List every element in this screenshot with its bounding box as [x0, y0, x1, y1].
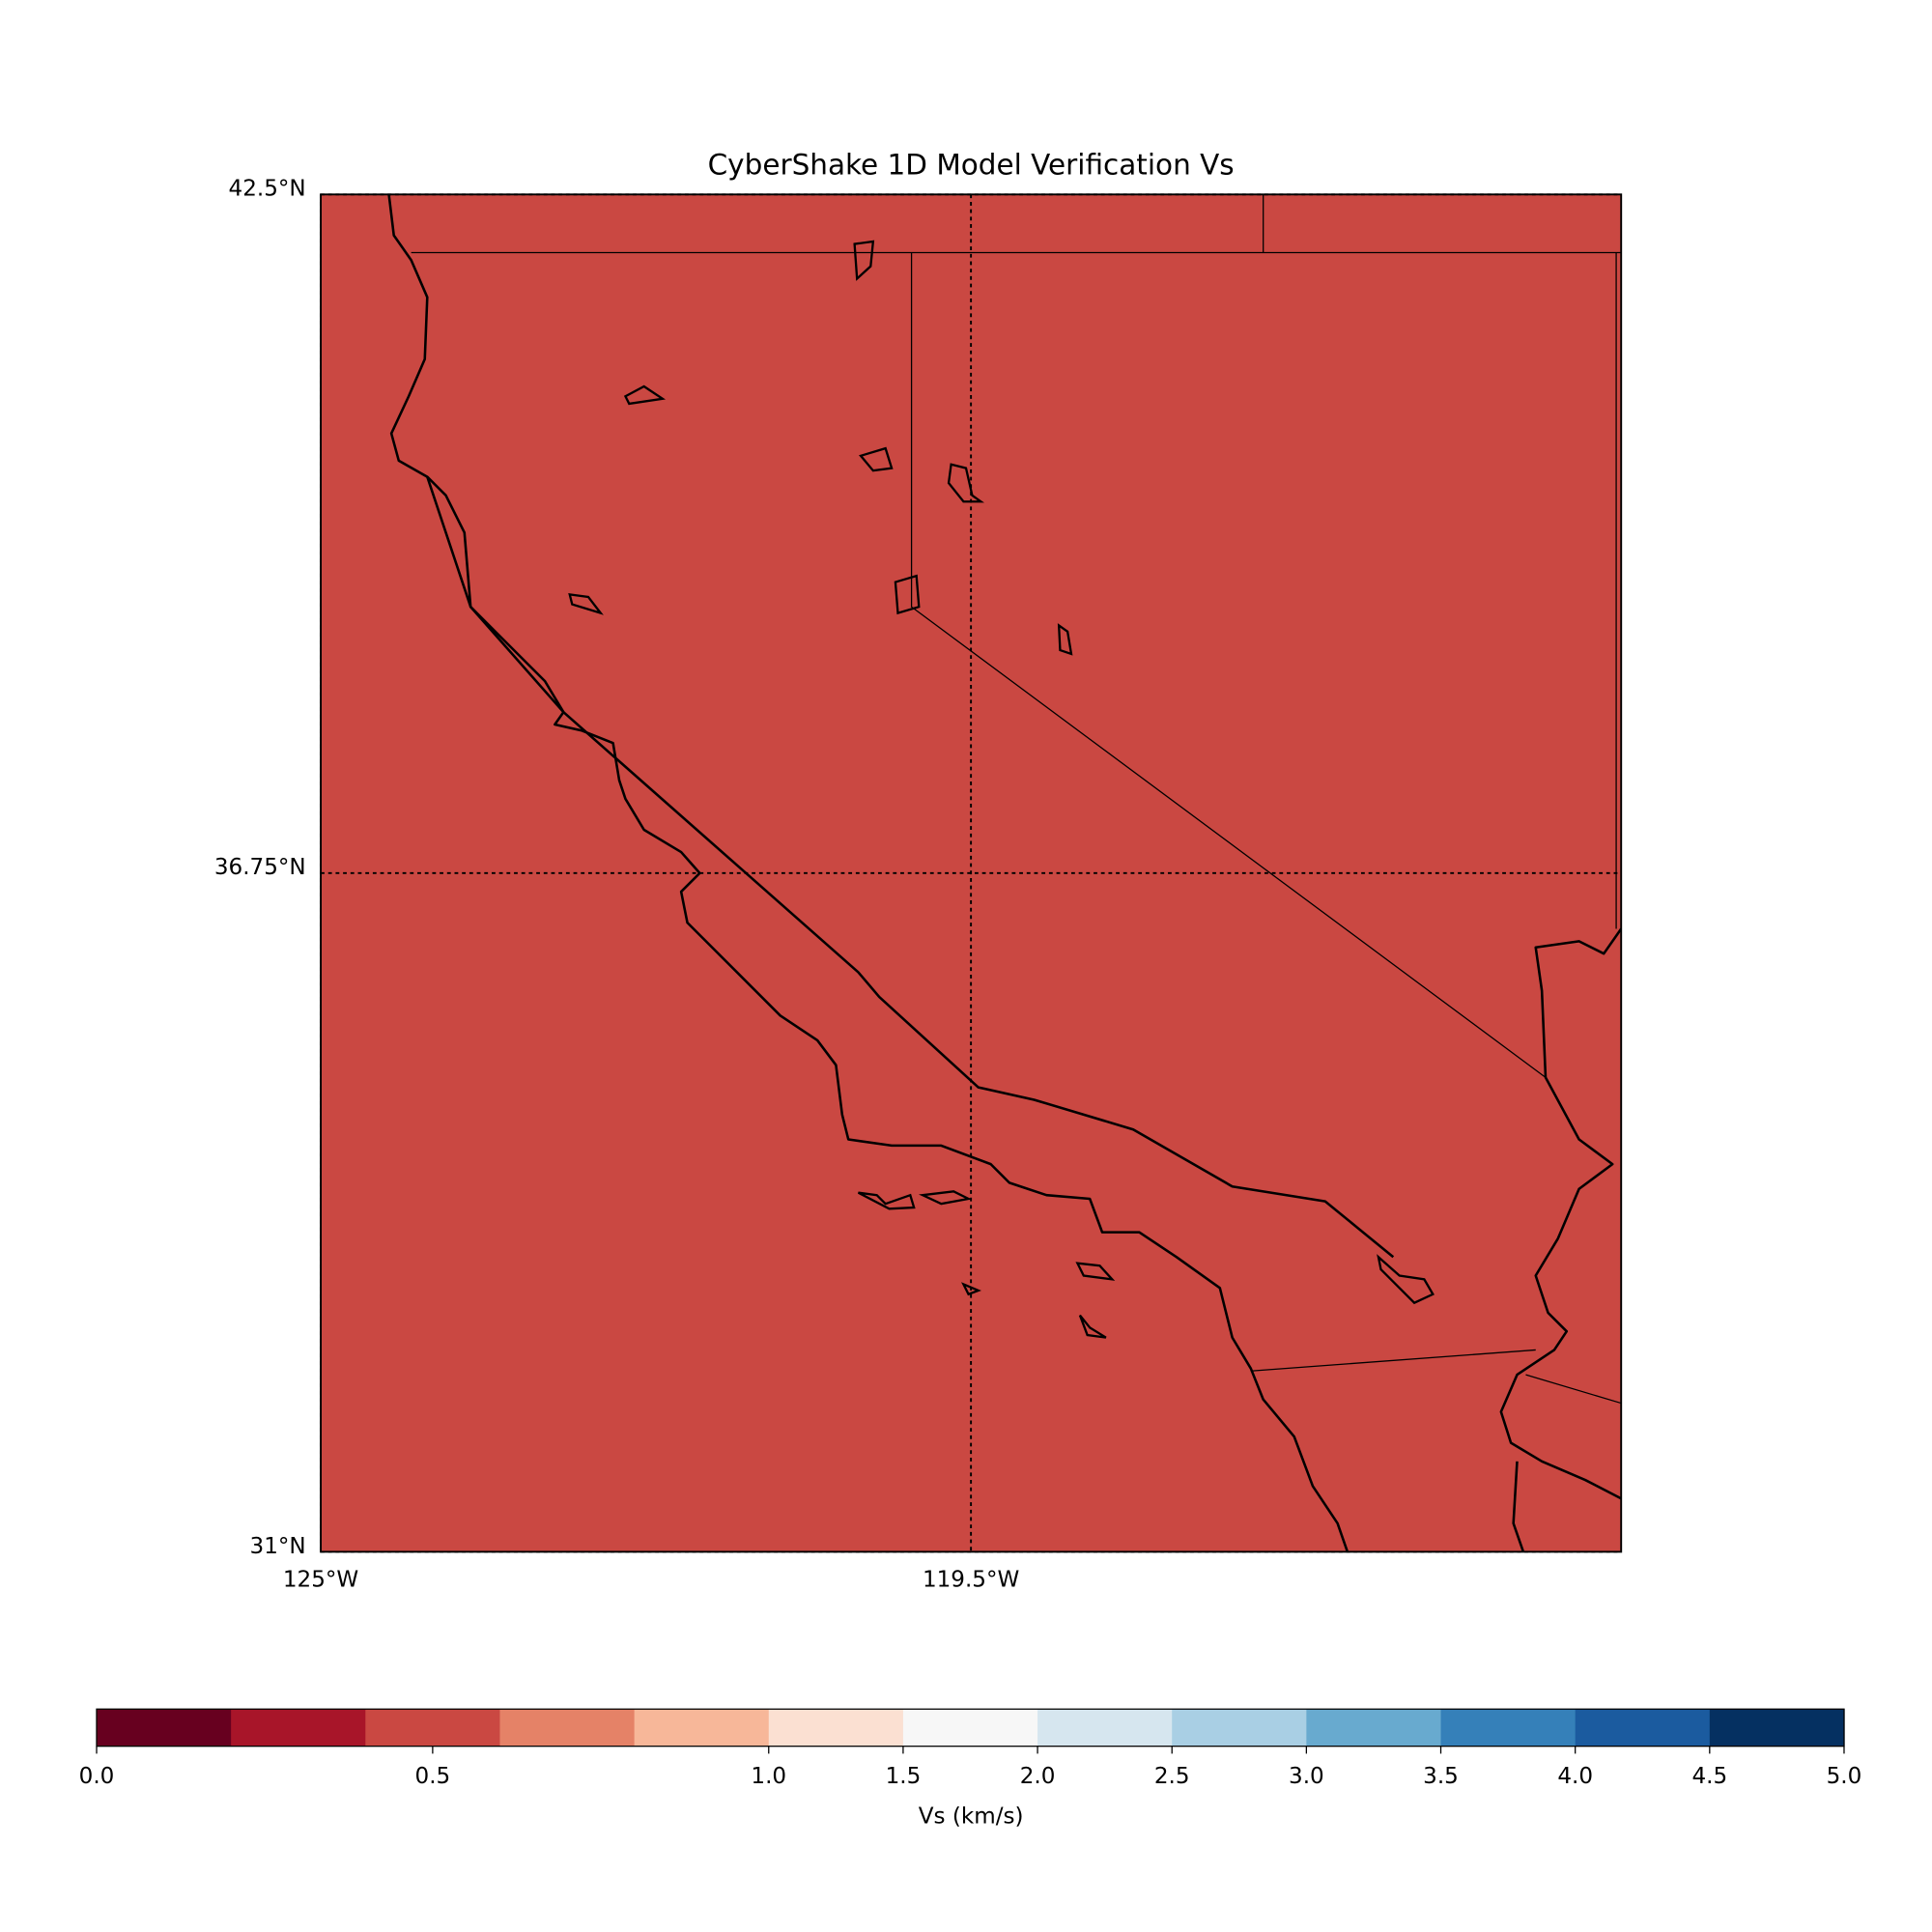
colorbar-bin	[97, 1709, 232, 1747]
colorbar-tick-label: 5.0	[1827, 1764, 1862, 1789]
fault-line	[426, 476, 1395, 1259]
colorbar-label: Vs (km/s)	[919, 1804, 1024, 1829]
colorbar-tick-label: 3.5	[1423, 1764, 1459, 1789]
island	[857, 1190, 1116, 1339]
coastline	[1512, 1461, 1525, 1552]
colorbar-bin	[231, 1709, 366, 1747]
colorbar-frame	[96, 1708, 1845, 1747]
colorbar-tick-label: 0.0	[79, 1764, 115, 1789]
colorbar-bin	[1037, 1709, 1173, 1747]
colorbar-tick-label: 3.0	[1289, 1764, 1324, 1789]
lake	[1377, 1254, 1435, 1305]
colorbar-bin	[902, 1709, 1038, 1747]
colorbar-bin	[768, 1709, 904, 1747]
colorbar-bin	[634, 1709, 770, 1747]
lake	[859, 446, 894, 472]
colorbar: 0.0 0.5 1.0 1.5 2.0 2.5 3.0 3.5 4.0 4.5 5.0	[79, 1708, 1862, 1789]
colorbar-bin	[1306, 1709, 1442, 1747]
colorbar-bin	[1172, 1709, 1308, 1747]
y-tick-label: 36.75°N	[214, 855, 306, 880]
colorbar-bin	[1575, 1709, 1711, 1747]
x-tick-label: 125°W	[283, 1567, 359, 1592]
coastline	[1499, 927, 1622, 1500]
lake	[623, 384, 667, 406]
colorbar-bin	[499, 1709, 636, 1747]
colorbar-tick-label: 2.5	[1154, 1764, 1190, 1789]
geography	[387, 194, 1622, 1552]
lake	[1057, 623, 1073, 656]
colorbar-tick-label: 2.0	[1020, 1764, 1056, 1789]
colorbar-tick-label: 1.0	[751, 1764, 786, 1789]
colorbar-tick-label: 4.0	[1557, 1764, 1593, 1789]
x-tick-label: 119.5°W	[923, 1567, 1020, 1592]
map-frame	[320, 193, 1623, 1553]
lake	[894, 574, 921, 615]
lake	[568, 593, 604, 615]
colorbar-bin	[365, 1709, 501, 1747]
y-tick-label: 31°N	[250, 1534, 306, 1559]
colorbar-bin	[1709, 1709, 1845, 1747]
colorbar-tick-label: 1.5	[886, 1764, 922, 1789]
state-border	[411, 194, 1622, 1405]
lake	[853, 240, 875, 281]
map-title: CyberShake 1D Model Verification Vs	[708, 148, 1235, 181]
y-tick-label: 42.5°N	[229, 177, 306, 202]
colorbar-bin	[1440, 1709, 1577, 1747]
colorbar-tick-label: 0.5	[415, 1764, 451, 1789]
colorbar-tick-label: 4.5	[1691, 1764, 1727, 1789]
lake	[947, 463, 984, 503]
